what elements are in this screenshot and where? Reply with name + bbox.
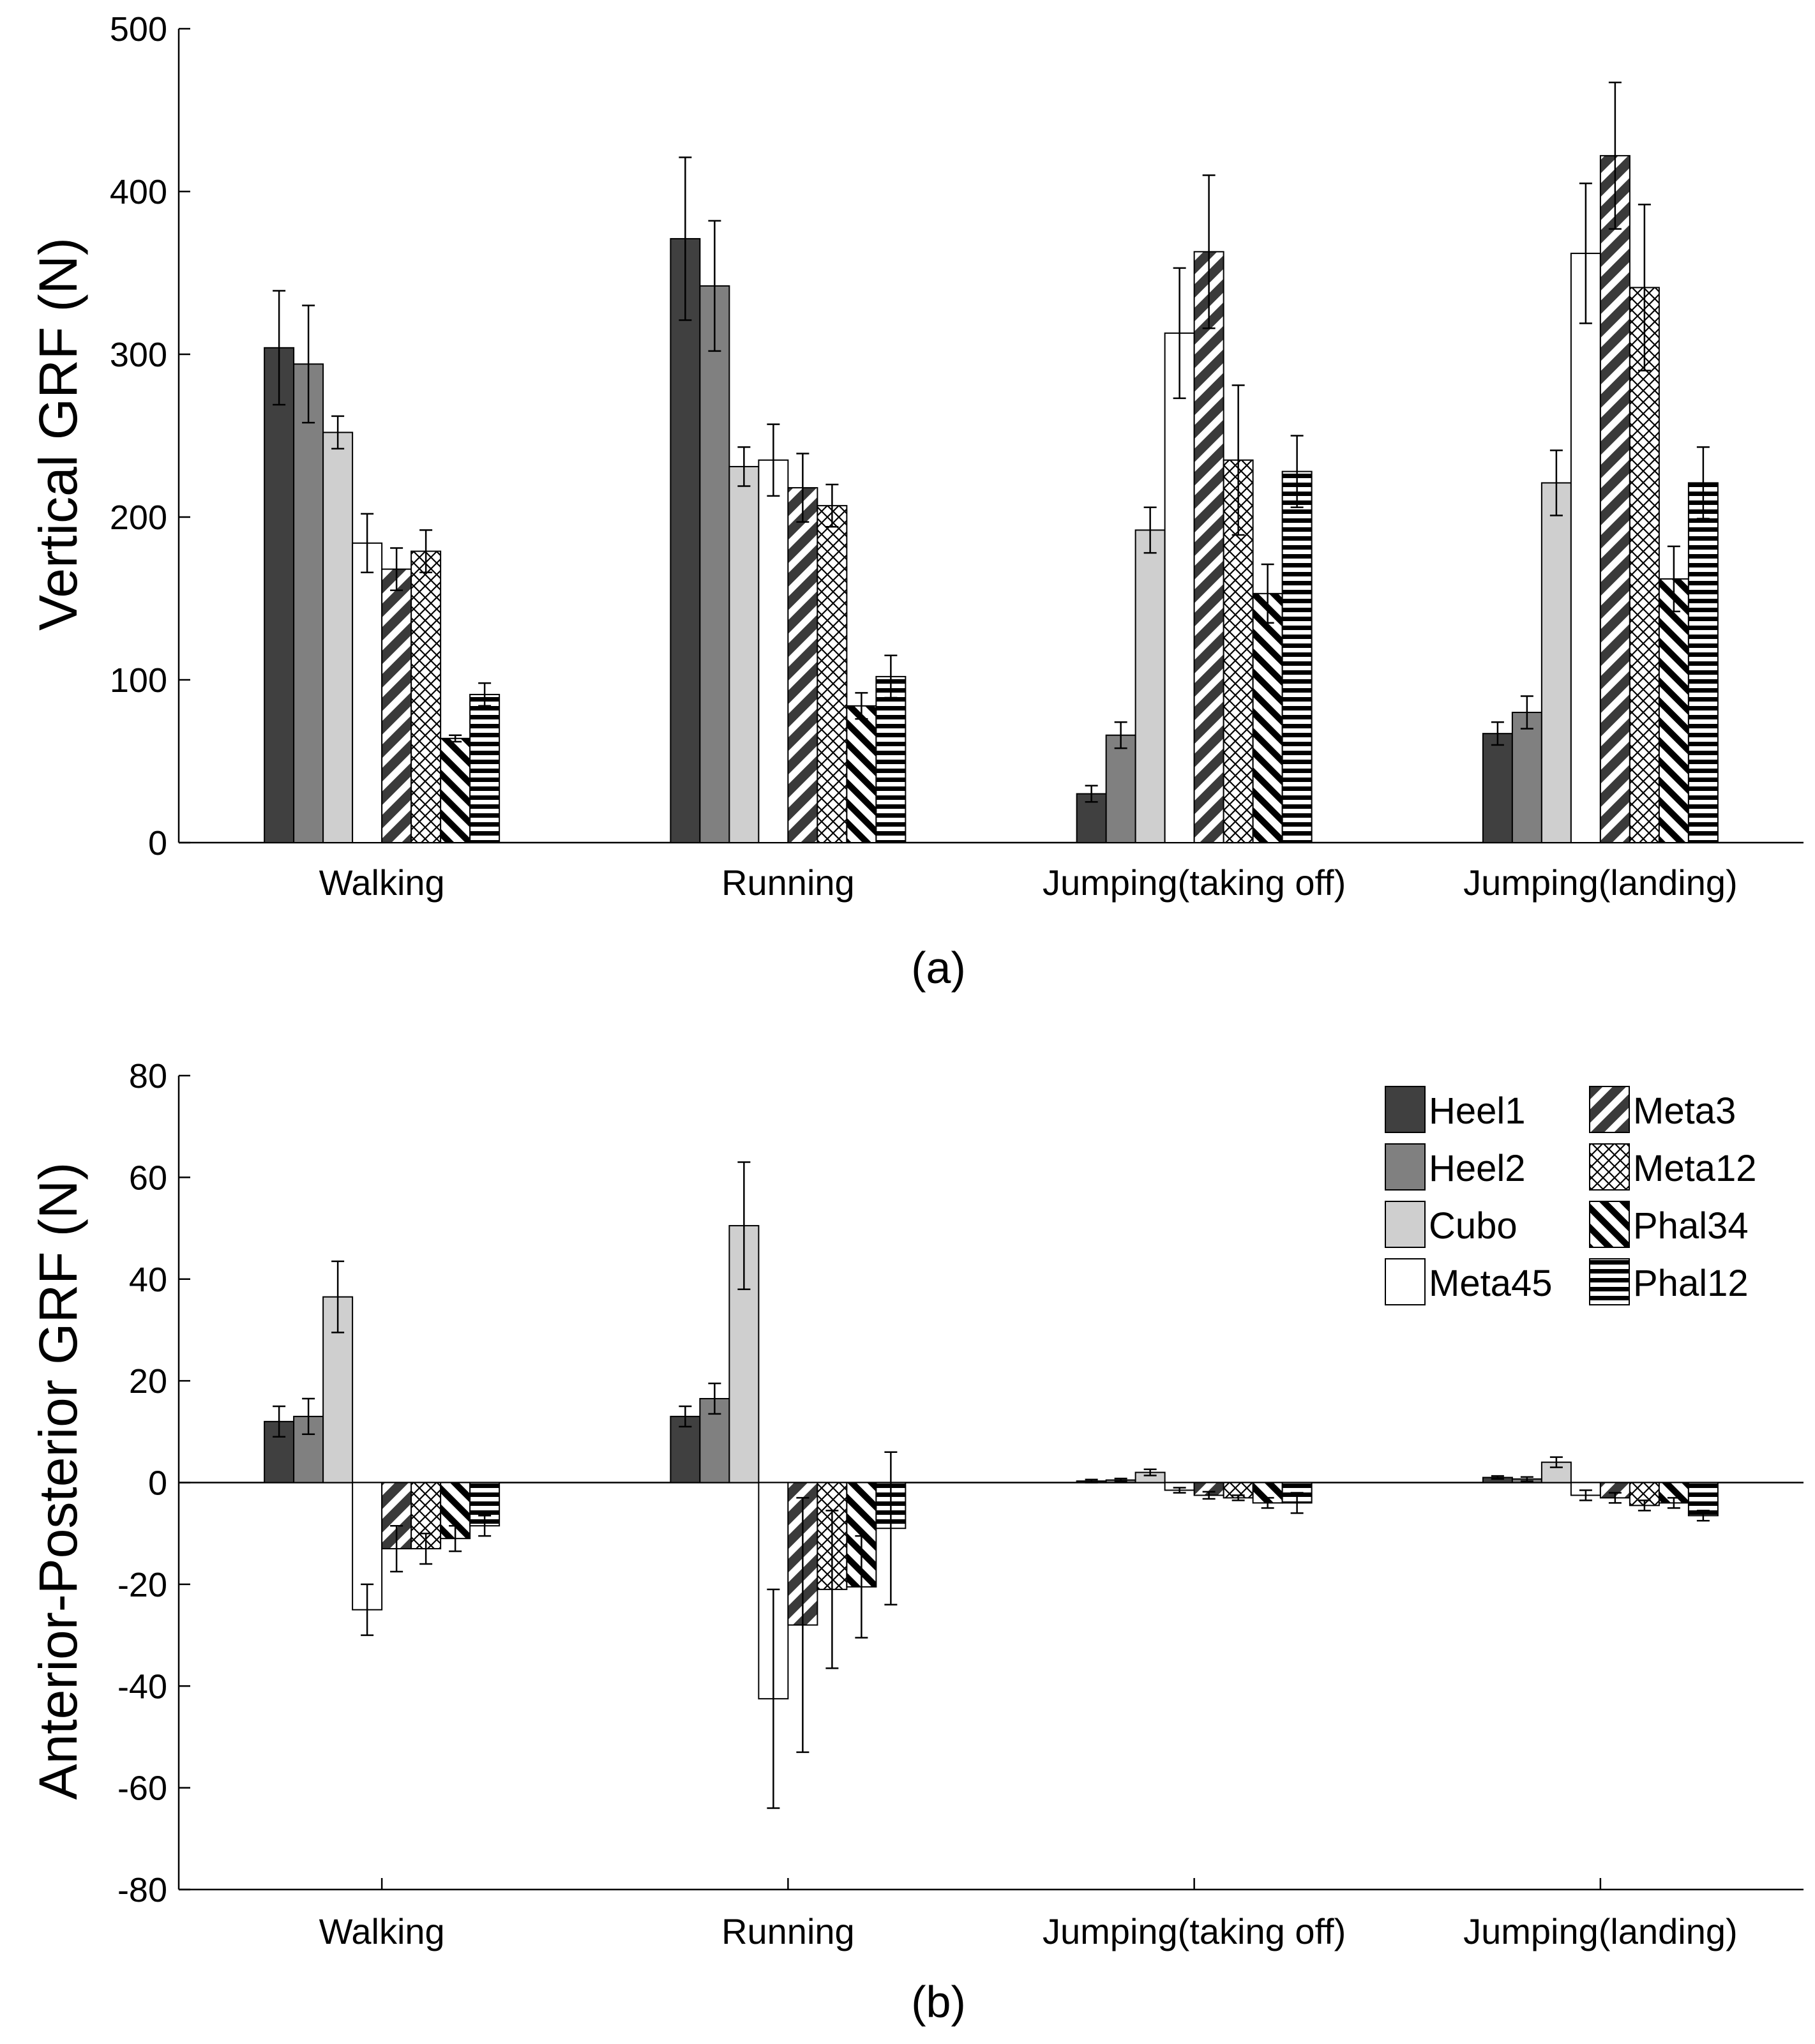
y-tick-label: 200 bbox=[110, 499, 167, 537]
bar-Cubo bbox=[1134, 529, 1166, 844]
bar-Phal12 bbox=[875, 675, 907, 844]
y-tick-label: 400 bbox=[110, 173, 167, 211]
x-tick-label: Jumping(taking off) bbox=[1043, 862, 1346, 903]
y-tick-label: 20 bbox=[129, 1362, 167, 1401]
bar-Meta45 bbox=[758, 459, 789, 843]
bar-Meta3 bbox=[1193, 251, 1224, 844]
y-tick-label: 0 bbox=[148, 1464, 167, 1503]
bar-Cubo bbox=[322, 432, 354, 843]
y-tick-label: 100 bbox=[110, 661, 167, 700]
legend-label-Heel1: Heel1 bbox=[1429, 1090, 1526, 1132]
legend-label-Phal12: Phal12 bbox=[1633, 1263, 1749, 1304]
legend-swatch-Heel2 bbox=[1385, 1143, 1426, 1191]
y-tick-label: 300 bbox=[110, 336, 167, 374]
y-tick-label: -20 bbox=[117, 1566, 167, 1604]
legend-swatch-Meta12 bbox=[1589, 1143, 1630, 1191]
x-tick-label: Jumping(taking off) bbox=[1043, 1911, 1346, 1951]
legend-swatch-Meta3 bbox=[1589, 1086, 1630, 1133]
y-tick-label: 80 bbox=[129, 1057, 167, 1095]
y-tick-label: -60 bbox=[117, 1770, 167, 1808]
legend-label-Meta45: Meta45 bbox=[1429, 1263, 1552, 1304]
x-tick-label: Jumping(landing) bbox=[1463, 862, 1738, 903]
bar-Heel2 bbox=[1105, 734, 1136, 843]
bar-Phal12 bbox=[1687, 482, 1719, 843]
bar-Meta45 bbox=[352, 542, 383, 843]
legend-swatch-Phal12 bbox=[1589, 1258, 1630, 1305]
bar-Heel2 bbox=[293, 363, 324, 843]
y-tick-label: 500 bbox=[110, 10, 167, 49]
legend-label-Cubo: Cubo bbox=[1429, 1205, 1518, 1247]
y-tick-label: 60 bbox=[129, 1159, 167, 1197]
legend-label-Heel2: Heel2 bbox=[1429, 1148, 1526, 1189]
bar-Cubo bbox=[1540, 482, 1572, 843]
panel-b-label: (b) bbox=[911, 1977, 966, 2027]
x-tick-label: Running bbox=[721, 862, 855, 903]
bar-Meta45 bbox=[1164, 332, 1195, 843]
x-tick-label: Running bbox=[721, 1911, 855, 1951]
bar-Meta3 bbox=[1599, 154, 1630, 843]
bar-Phal12 bbox=[1281, 470, 1313, 843]
bar-Cubo bbox=[728, 465, 760, 843]
legend-label-Phal34: Phal34 bbox=[1633, 1205, 1749, 1247]
y-tick-label: 0 bbox=[148, 824, 167, 862]
x-tick-label: Walking bbox=[319, 1911, 445, 1951]
bar-Meta12 bbox=[1629, 287, 1660, 843]
legend-swatch-Cubo bbox=[1385, 1201, 1426, 1248]
bar-Meta12 bbox=[410, 550, 442, 843]
x-tick-label: Walking bbox=[319, 862, 445, 903]
bar-Heel1 bbox=[670, 237, 701, 843]
legend-swatch-Phal34 bbox=[1589, 1201, 1630, 1248]
bar-Heel1 bbox=[264, 347, 295, 843]
bar-Phal12 bbox=[469, 693, 501, 843]
y-tick-label: -80 bbox=[117, 1871, 167, 1909]
legend-swatch-Heel1 bbox=[1385, 1086, 1426, 1133]
x-tick-label: Jumping(landing) bbox=[1463, 1911, 1738, 1951]
bar-Phal34 bbox=[440, 737, 471, 844]
bar-Phal34 bbox=[1252, 592, 1283, 843]
y-axis-label: Vertical GRF (N) bbox=[28, 237, 88, 631]
bar-Heel2 bbox=[1511, 712, 1542, 843]
bar-Meta3 bbox=[381, 568, 412, 843]
legend-label-Meta3: Meta3 bbox=[1633, 1090, 1736, 1132]
bar-Heel2 bbox=[699, 285, 730, 843]
bar-Heel1 bbox=[1482, 733, 1513, 844]
legend-label-Meta12: Meta12 bbox=[1633, 1148, 1756, 1189]
y-axis-label: Anterior-Posterior GRF (N) bbox=[28, 1162, 88, 1800]
legend-swatch-Meta45 bbox=[1385, 1258, 1426, 1305]
y-tick-label: 40 bbox=[129, 1261, 167, 1299]
bar-Phal34 bbox=[1658, 578, 1689, 844]
bar-Meta45 bbox=[1570, 252, 1601, 843]
panel-a: 0 100 200 300 400 500 Vertical GRF (N) Walking R… bbox=[28, 10, 1804, 903]
bar-Meta3 bbox=[787, 487, 818, 843]
bar-Meta12 bbox=[817, 505, 848, 843]
legend: Heel1 Heel2 Cubo Meta45 Meta3 Meta12 Phal34 Pha… bbox=[1385, 1086, 1756, 1305]
y-tick-label: -40 bbox=[117, 1667, 167, 1706]
panel-a-label: (a) bbox=[911, 943, 966, 993]
bar-Phal34 bbox=[846, 705, 877, 844]
panel-b: -80 -60 -40 -20 0 20 40 60 80 Anterior-Posterior … bbox=[28, 1057, 1804, 1951]
